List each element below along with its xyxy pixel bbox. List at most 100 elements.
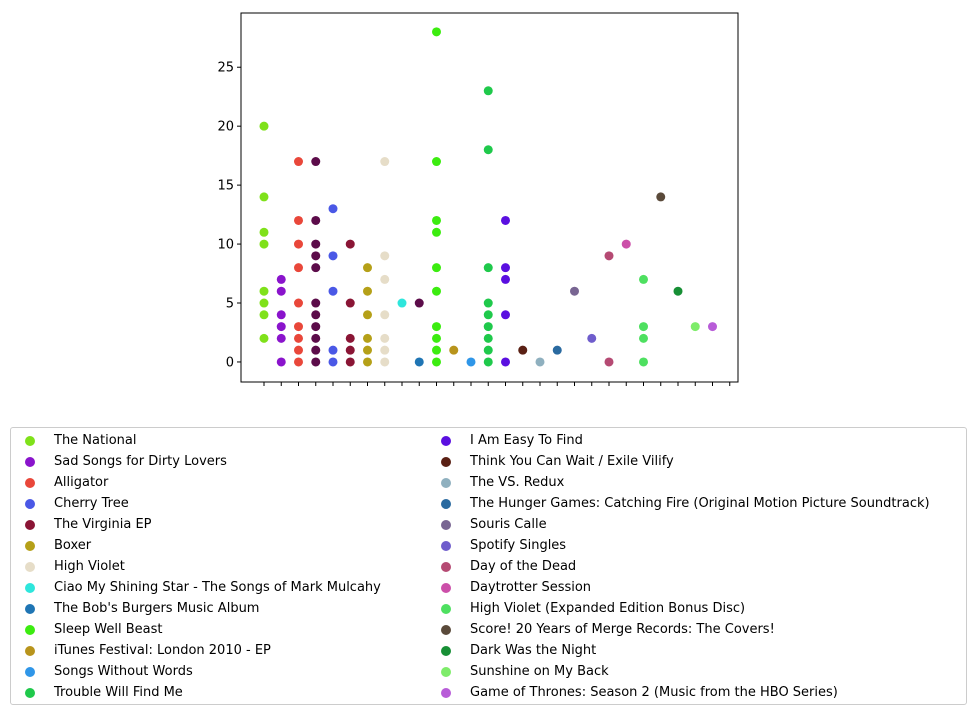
legend-marker: [25, 687, 35, 698]
data-point: [259, 286, 269, 296]
data-point: [535, 357, 545, 367]
data-point: [345, 357, 355, 367]
data-point: [328, 204, 338, 214]
data-point: [294, 357, 303, 367]
legend-marker: [441, 603, 451, 614]
legend-label: Dark Was the Night: [470, 643, 597, 658]
data-point: [311, 157, 321, 167]
y-tick-label: 25: [217, 61, 234, 76]
legend-label: Sad Songs for Dirty Lovers: [54, 454, 227, 469]
data-point: [380, 157, 390, 167]
legend-label: The National: [54, 433, 137, 448]
data-point: [432, 227, 441, 237]
data-point: [363, 333, 372, 343]
legend-marker: [25, 582, 35, 593]
data-point: [432, 286, 441, 296]
data-point: [259, 239, 269, 249]
plot-frame: [240, 12, 739, 383]
legend-entry: Sunshine on My Back: [427, 661, 930, 682]
legend-label: Songs Without Words: [54, 664, 193, 679]
legend-entry: Ciao My Shining Star - The Songs of Mark…: [11, 577, 381, 598]
legend-label: Daytrotter Session: [470, 580, 592, 595]
legend-label: Think You Can Wait / Exile Vilify: [470, 454, 674, 469]
data-point: [708, 322, 717, 332]
data-point: [328, 345, 338, 355]
data-point: [294, 215, 303, 225]
data-point: [294, 322, 303, 332]
data-point: [276, 286, 286, 296]
data-point: [259, 310, 269, 320]
data-point: [432, 263, 441, 273]
data-point: [328, 251, 338, 261]
legend-label: Ciao My Shining Star - The Songs of Mark…: [54, 580, 381, 595]
legend-marker: [441, 666, 451, 677]
legend-entry: Alligator: [11, 472, 381, 493]
data-point: [501, 357, 510, 367]
data-point: [311, 333, 321, 343]
legend-marker: [25, 540, 35, 551]
data-point: [311, 322, 321, 332]
axis-ticks: 0 5 10 15 20 25: [217, 61, 731, 386]
data-point: [656, 192, 666, 202]
legend-label: Score! 20 Years of Merge Records: The Co…: [470, 622, 775, 637]
legend-column-left: The National Sad Songs for Dirty Lovers Al…: [11, 430, 381, 703]
legend-marker: [441, 624, 451, 635]
data-point: [483, 345, 493, 355]
legend-marker: [441, 456, 451, 467]
data-point: [380, 310, 390, 320]
legend-entry: Day of the Dead: [427, 556, 930, 577]
data-point: [432, 333, 441, 343]
data-point: [414, 357, 424, 367]
data-point: [432, 322, 441, 332]
data-point: [604, 357, 614, 367]
data-point: [363, 286, 372, 296]
data-point: [690, 322, 700, 332]
legend-entry: Score! 20 Years of Merge Records: The Co…: [427, 619, 930, 640]
data-point: [483, 86, 493, 96]
legend-label: The Hunger Games: Catching Fire (Origina…: [470, 496, 930, 511]
data-point: [432, 357, 441, 367]
data-point: [518, 345, 528, 355]
data-point: [639, 322, 648, 332]
data-point: [501, 215, 510, 225]
data-point: [328, 357, 338, 367]
data-point: [276, 310, 286, 320]
legend-label: The VS. Redux: [470, 475, 565, 490]
data-point: [432, 215, 441, 225]
legend-entry: The Hunger Games: Catching Fire (Origina…: [427, 493, 930, 514]
legend-marker: [25, 645, 35, 656]
legend-label: Spotify Singles: [470, 538, 567, 553]
legend-entry: Songs Without Words: [11, 661, 381, 682]
data-point: [639, 333, 648, 343]
legend-label: High Violet: [54, 559, 125, 574]
data-point: [414, 298, 424, 308]
legend-entry: Daytrotter Session: [427, 577, 930, 598]
legend-label: Cherry Tree: [54, 496, 129, 511]
legend-marker: [25, 624, 35, 635]
legend-label: I Am Easy To Find: [470, 433, 583, 448]
legend-label: Boxer: [54, 538, 92, 553]
legend-label: Trouble Will Find Me: [54, 685, 183, 700]
legend-label: Day of the Dead: [470, 559, 577, 574]
legend-label: High Violet (Expanded Edition Bonus Disc…: [470, 601, 746, 616]
data-point: [276, 333, 286, 343]
legend-entry: The National: [11, 430, 381, 451]
data-point: [449, 345, 459, 355]
data-point: [432, 157, 441, 167]
legend-label: Sunshine on My Back: [470, 664, 609, 679]
data-point: [345, 333, 355, 343]
legend-entry: Sleep Well Beast: [11, 619, 381, 640]
data-point: [639, 357, 648, 367]
legend-marker: [441, 687, 451, 698]
data-point: [483, 298, 493, 308]
legend-entry: I Am Easy To Find: [427, 430, 930, 451]
legend-entry: Sad Songs for Dirty Lovers: [11, 451, 381, 472]
legend-label: The Bob's Burgers Music Album: [54, 601, 260, 616]
legend-marker: [441, 561, 451, 572]
data-point: [483, 310, 493, 320]
data-point: [483, 333, 493, 343]
data-point: [673, 286, 683, 296]
legend-marker: [25, 477, 35, 488]
legend-entry: Think You Can Wait / Exile Vilify: [427, 451, 930, 472]
legend-entry: The VS. Redux: [427, 472, 930, 493]
